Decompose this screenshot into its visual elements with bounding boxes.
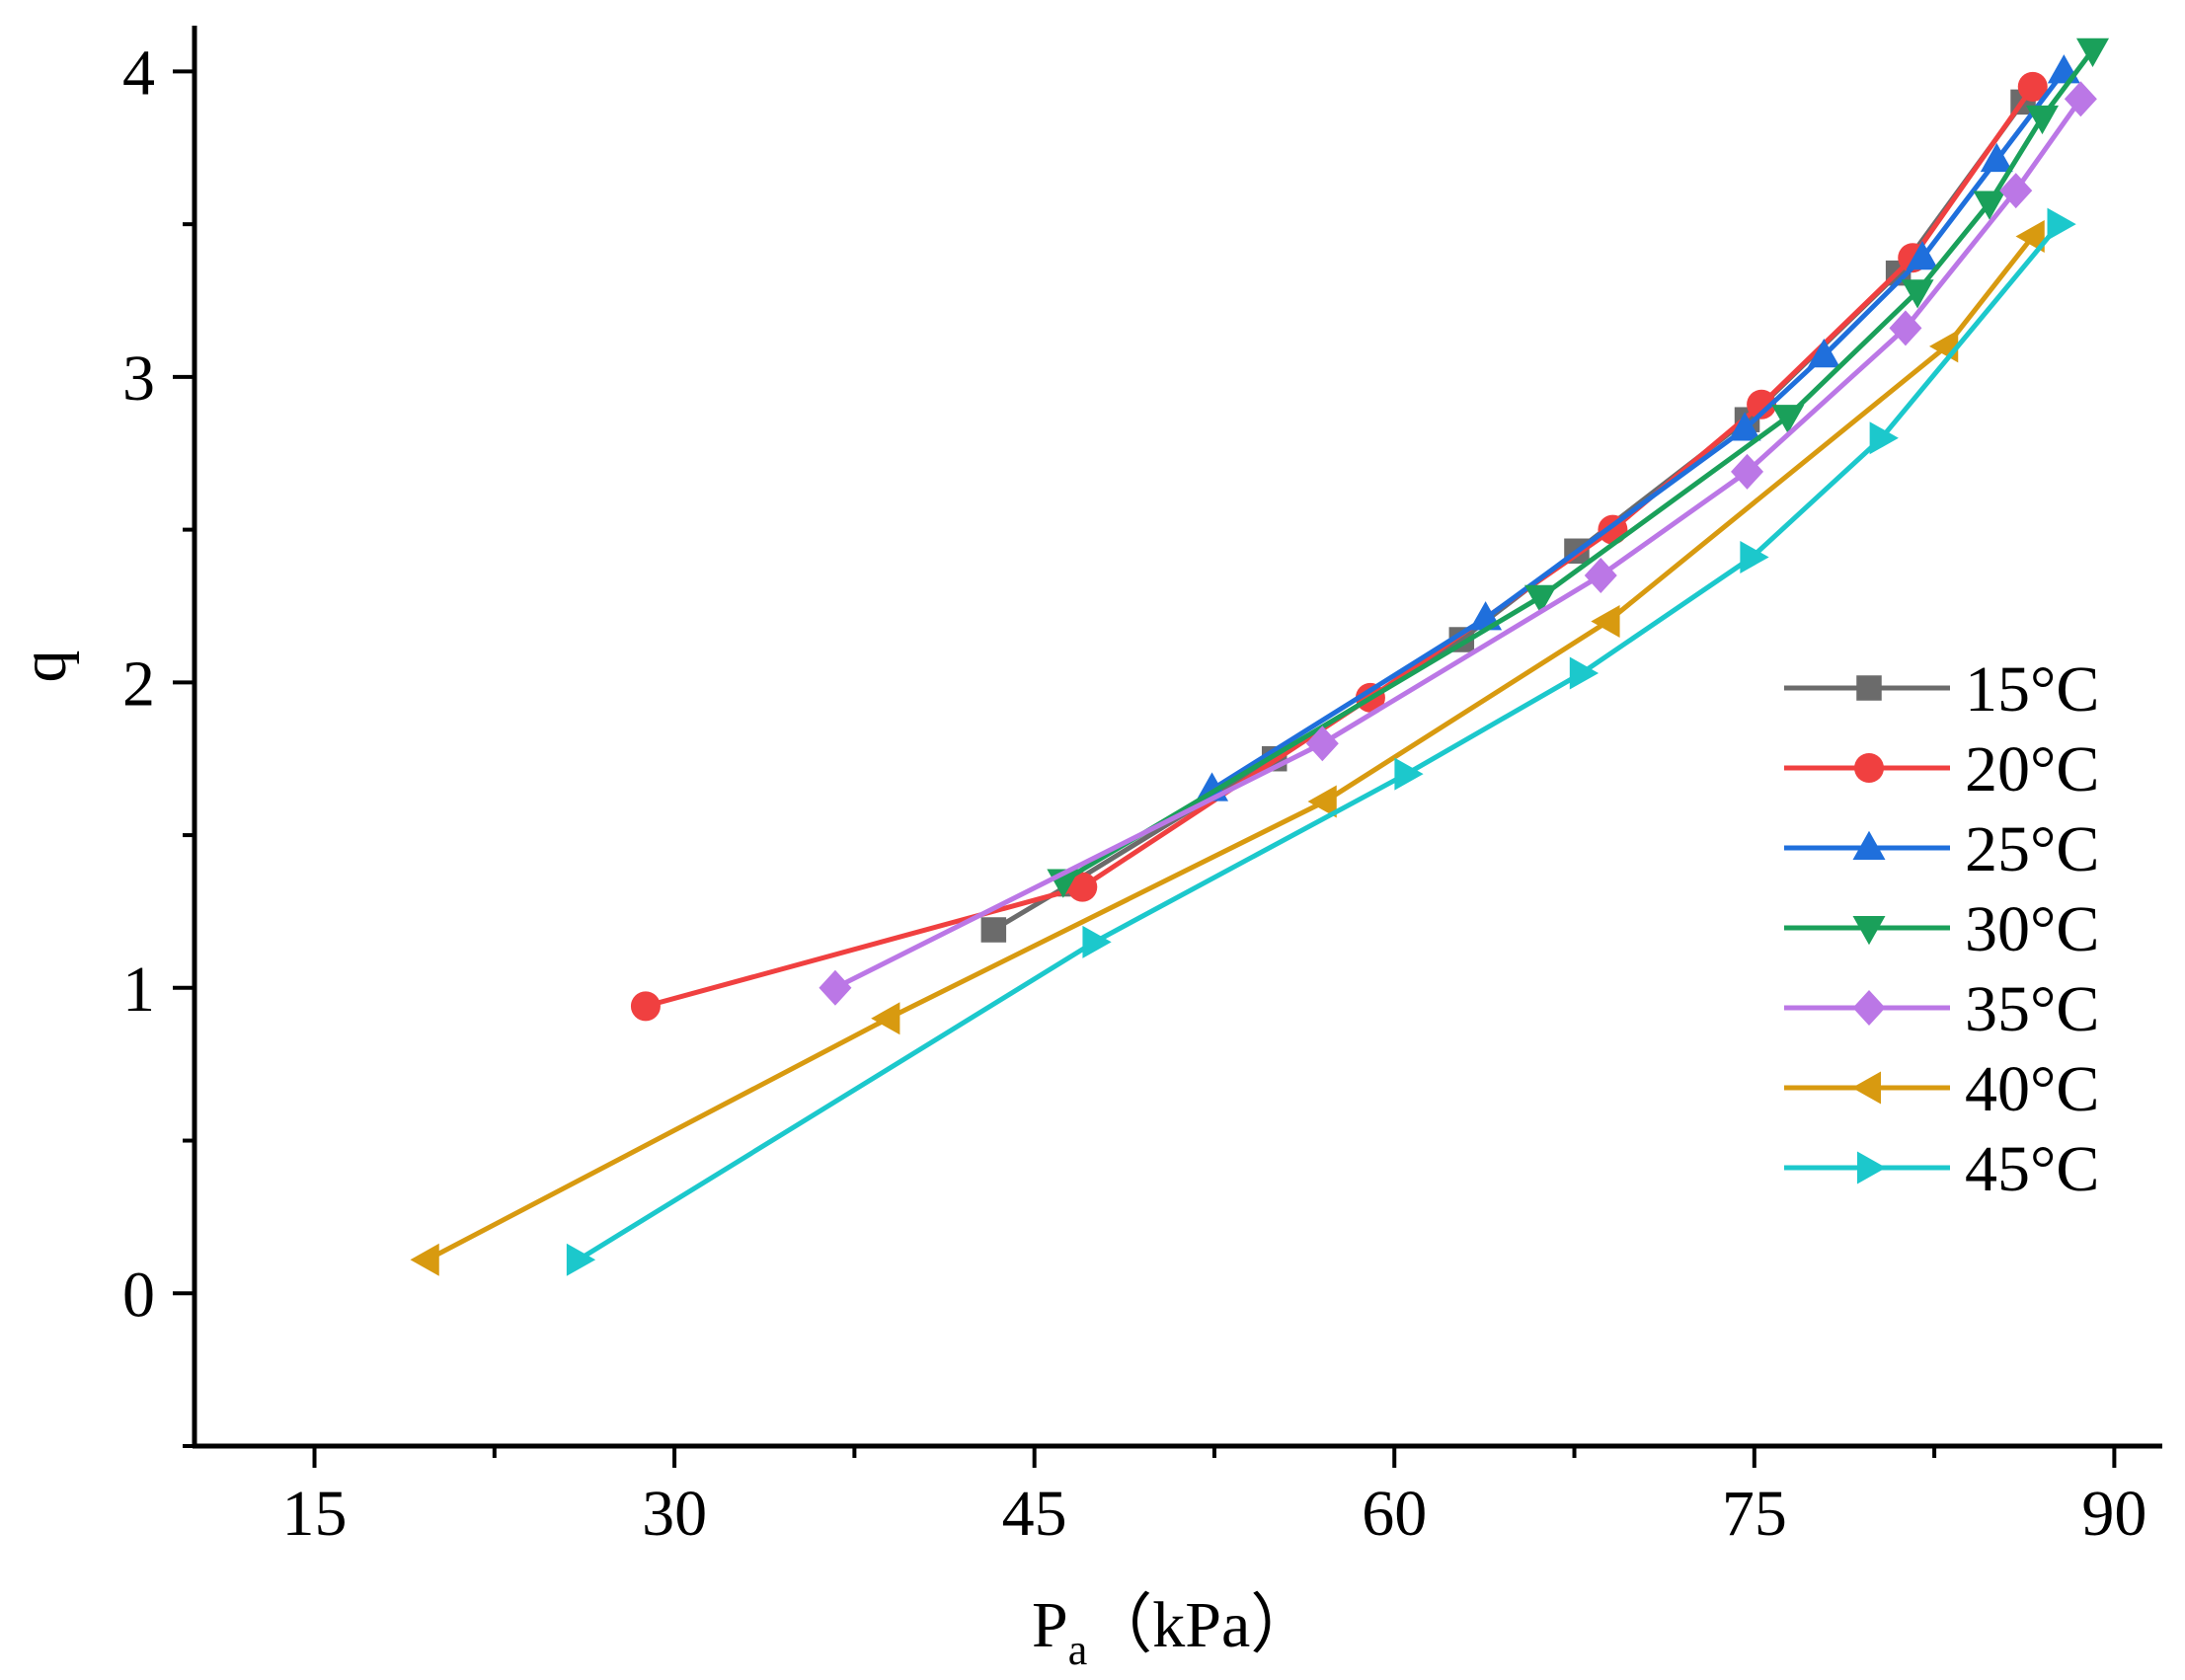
legend-label: 15°C (1965, 653, 2099, 725)
series-line (1061, 48, 2095, 883)
x-tick-label: 30 (642, 1478, 707, 1550)
series-line (426, 234, 2035, 1262)
legend-label: 40°C (1965, 1053, 2099, 1125)
x-axis-title-unit: （kPa） (1087, 1589, 1315, 1661)
series-2 (1196, 54, 2080, 802)
x-tick-label: 45 (1002, 1478, 1067, 1550)
series-line (645, 85, 2035, 1009)
y-tick-label: 3 (122, 343, 155, 415)
legend-label: 25°C (1965, 813, 2099, 885)
series-4 (819, 81, 2097, 1006)
data-point (1906, 240, 1939, 270)
data-point (1771, 405, 1805, 434)
data-point (2076, 38, 2110, 68)
data-point (1807, 338, 1840, 368)
data-point (1524, 584, 1558, 614)
y-ticks: 0 1 2 3 4 (122, 37, 195, 1448)
series-3 (1047, 38, 2110, 898)
data-point (819, 969, 852, 1006)
legend-item: 45°C (1784, 1133, 2099, 1205)
data-point (1731, 453, 1764, 490)
data-point (1889, 310, 1922, 346)
legend-marker (1852, 916, 1886, 946)
legend-item: 15°C (1784, 653, 2099, 725)
y-tick-label: 4 (122, 37, 155, 109)
data-point (2017, 71, 2048, 102)
data-point (1740, 540, 1769, 573)
legend-item: 20°C (1784, 733, 2099, 805)
data-point (410, 1243, 439, 1276)
legend: 15°C 20°C 25°C 30°C 35°C 40°C 45°C (1784, 653, 2099, 1205)
series-0 (980, 89, 2036, 943)
x-axis-title: Pa（kPa） (1032, 1589, 1315, 1674)
series-6 (566, 207, 2076, 1276)
data-point (980, 917, 1007, 943)
legend-label: 45°C (1965, 1133, 2099, 1205)
x-ticks: 15 30 45 60 75 90 (282, 1446, 2146, 1550)
x-tick-label: 15 (282, 1478, 348, 1550)
data-point (2025, 105, 2059, 135)
legend-marker (1854, 753, 1884, 783)
legend-marker (1852, 990, 1886, 1026)
x-axis-title-main: P (1032, 1589, 1068, 1661)
series-5 (410, 220, 2045, 1276)
x-tick-label: 60 (1362, 1478, 1427, 1550)
x-tick-label: 75 (1722, 1478, 1787, 1550)
data-point (2064, 81, 2097, 117)
data-point (1901, 279, 1934, 309)
axes (192, 26, 2162, 1449)
data-point (1747, 389, 1777, 420)
data-point (1999, 173, 2033, 209)
data-point (2015, 220, 2045, 254)
data-point (2047, 54, 2080, 84)
x-axis-title-subscript: a (1068, 1626, 1088, 1674)
legend-label: 20°C (1965, 733, 2099, 805)
data-point (871, 1002, 900, 1035)
legend-marker (1852, 830, 1886, 860)
legend-marker (1851, 1071, 1881, 1105)
y-tick-label: 2 (122, 648, 155, 720)
data-point (1067, 872, 1098, 902)
data-point (1973, 191, 2006, 220)
series-1 (630, 71, 2048, 1022)
y-axis-title: q (8, 650, 80, 683)
data-point (1869, 421, 1899, 455)
series-line (1210, 69, 2067, 792)
legend-marker (1857, 1151, 1887, 1184)
data-point (566, 1243, 596, 1276)
data-point (1569, 656, 1600, 690)
legend-label: 30°C (1965, 893, 2099, 965)
data-point (1591, 604, 1620, 638)
data-point (1980, 142, 2013, 173)
legend-label: 35°C (1965, 973, 2099, 1045)
data-point (1307, 785, 1337, 818)
data-point (1728, 412, 1761, 441)
legend-item: 30°C (1784, 893, 2099, 965)
y-tick-label: 1 (122, 954, 155, 1026)
data-point (1082, 925, 1112, 958)
legend-marker (1856, 675, 1882, 701)
data-point (1305, 725, 1339, 762)
series-line (992, 100, 2026, 933)
legend-item: 35°C (1784, 973, 2099, 1045)
legend-item: 25°C (1784, 813, 2099, 885)
series-line (833, 97, 2083, 991)
legend-item: 40°C (1784, 1053, 2099, 1125)
data-point (1394, 757, 1424, 791)
data-point (1584, 558, 1617, 594)
data-point (630, 991, 661, 1022)
y-tick-label: 0 (122, 1259, 155, 1331)
series-layer (410, 38, 2110, 1276)
x-tick-label: 90 (2081, 1478, 2146, 1550)
data-point (2047, 207, 2076, 241)
